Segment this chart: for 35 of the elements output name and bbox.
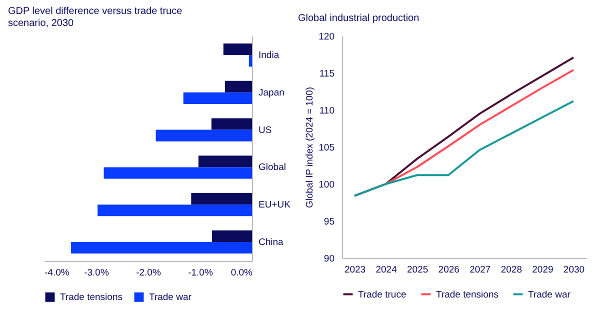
x-tick-label: 2029 [532,264,554,276]
y-tick-label: 95 [324,216,334,228]
legend-label: Trade tensions [436,289,499,300]
legend-label: Trade tensions [60,292,123,304]
x-tick-label: 2024 [376,264,397,276]
x-tick-label: -1.0% [188,268,214,278]
y-tick-label: India [258,50,280,62]
x-tick-label: 2028 [500,264,522,276]
y-tick-label: Global [258,162,286,174]
y-tick-label: 90 [324,254,334,264]
y-axis-title: Global IP index (2024 = 100) [304,86,316,208]
x-tick-label: 2026 [438,264,460,276]
x-tick-label: 0.0% [230,268,254,278]
y-tick-label: 100 [318,180,334,190]
y-tick-label: 110 [319,106,334,116]
y-tick-label: Japan [258,87,284,98]
x-tick-label: -2.0% [136,268,162,278]
y-tick-label: 120 [318,32,334,42]
x-tick-label: -3.0% [84,268,110,278]
x-tick-label: 2025 [407,264,428,276]
chart-title: Global industrial production [298,13,420,24]
y-tick-label: US [258,124,272,136]
x-tick-label: -4.0% [44,268,70,278]
x-tick-label: 2023 [344,264,366,276]
legend-label: Trade war [149,292,192,304]
x-tick-label: 2030 [563,264,585,276]
y-tick-label: China [258,236,284,248]
legend-label: Trade war [528,289,570,300]
y-tick-label: 115 [319,68,334,80]
legend-label: Trade truce [358,289,406,300]
y-tick-label: 105 [318,142,334,154]
y-tick-label: EU+UK [258,200,292,211]
line-series [354,100,574,197]
chart-title: GDP level difference versus trade truce scenario, 2030 [8,6,183,29]
x-tick-label: 2027 [470,264,491,276]
